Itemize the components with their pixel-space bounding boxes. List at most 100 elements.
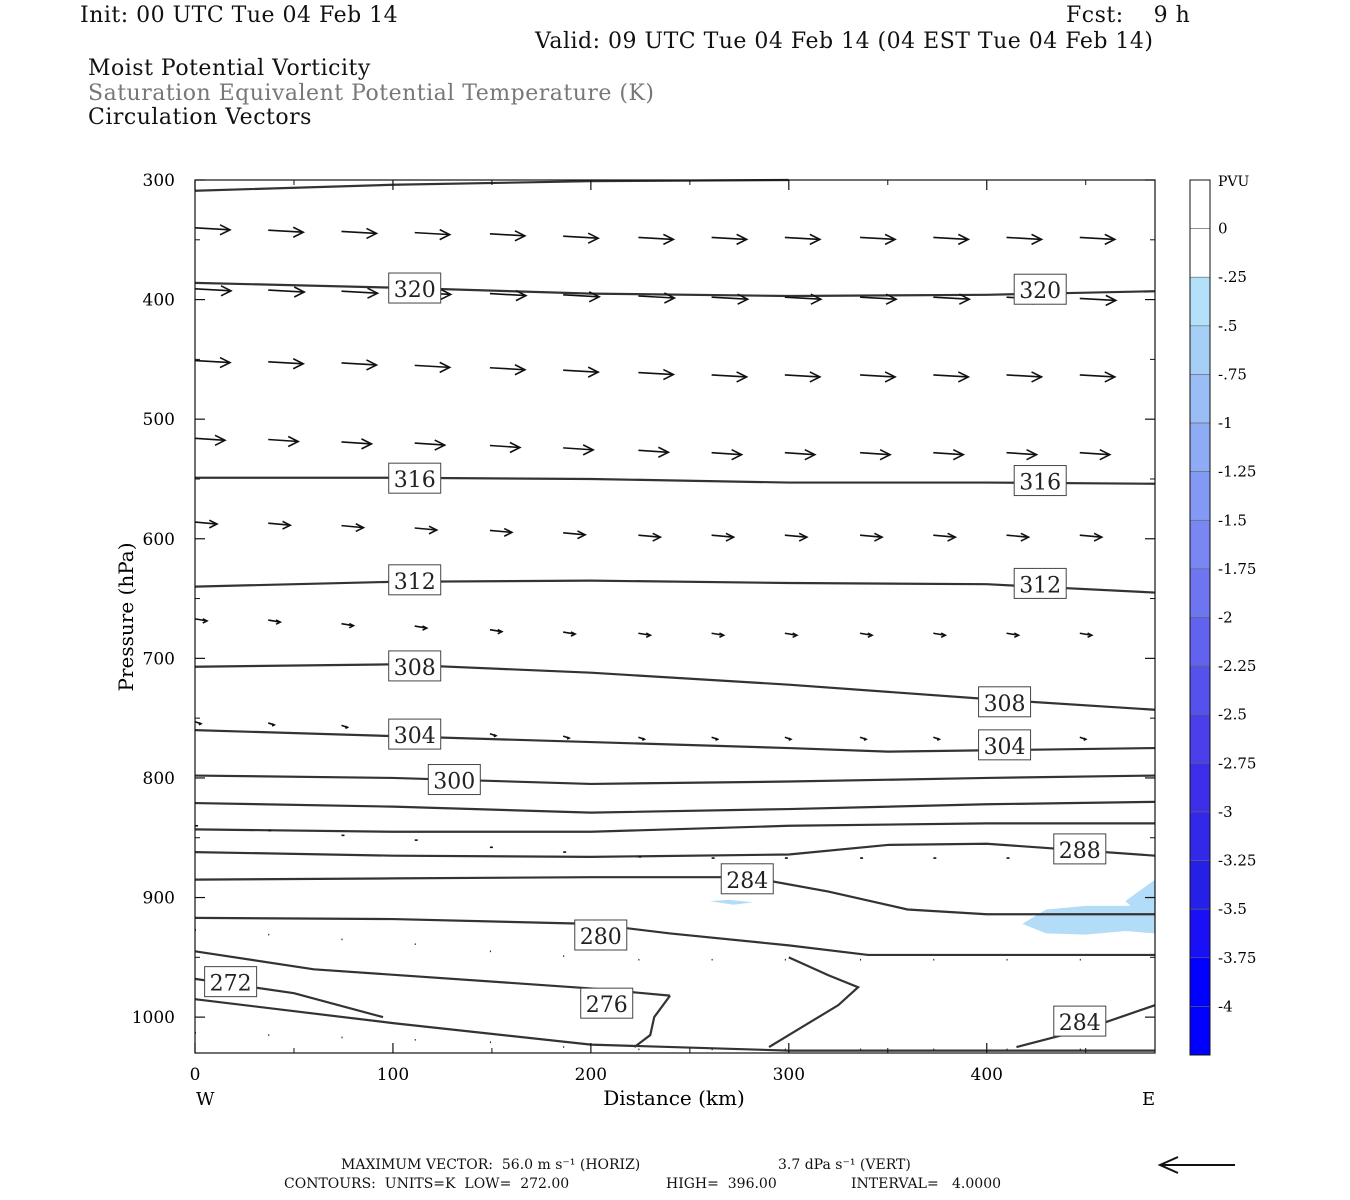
contour-label-box [580,987,634,1019]
circulation-vector [563,531,586,536]
vector-arrowhead [355,523,366,533]
circulation-vector [341,362,377,366]
colorbar-segment [1189,714,1211,764]
vector-arrowhead [361,438,374,450]
colorbar-label: -.5 [1218,317,1237,335]
vector-arrowhead [220,285,233,297]
colorbar-label: -1.25 [1218,463,1256,481]
colorbar-segment [1189,179,1211,229]
y-tick-label: 600 [143,530,175,550]
contour-label-box [1013,465,1067,497]
vector-arrowhead [809,233,822,246]
contour-label: 312 [394,570,436,595]
colorbar-label: -3.25 [1218,852,1256,870]
colorbar-segment [1189,665,1211,716]
contour-line [768,956,861,1048]
vector-arrowhead [514,364,527,376]
max-vector-vert: 3.7 dPa s⁻¹ (VERT) [778,1157,911,1173]
field-title-pv: Moist Potential Vorticity [88,56,371,81]
vector-arrowhead [345,725,350,730]
vector-arrowhead [1031,233,1044,246]
colorbar-label: -1.5 [1218,511,1247,529]
x-tick-label: 200 [575,1065,607,1085]
circulation-vector [414,442,445,446]
vector-arrowhead [588,291,601,303]
contour-low: CONTOURS: UNITS=K LOW= 272.00 [284,1176,570,1192]
field-title-theta: Saturation Equivalent Potential Temperat… [88,81,655,106]
contour-line [194,876,1155,916]
contour-label: 272 [210,972,252,997]
y-tick-label: 300 [143,171,175,191]
circulation-vector [1079,451,1110,456]
y-tick-label: 800 [143,769,175,789]
vector-arrowhead [275,619,283,625]
vector-arrowhead [715,737,720,742]
colorbar-segment [1189,908,1211,959]
vector-arrowhead [422,625,429,631]
circulation-vector [711,236,747,241]
circulation-vector [1079,236,1115,241]
vector-arrowhead [664,292,677,304]
vector-arrowhead [936,737,942,742]
colorbar-label: -1 [1218,414,1233,432]
contour-label-box [388,272,442,304]
vector-arrowhead [509,441,522,454]
vector-arrowhead [293,286,307,298]
reference-vector-arrow-icon [1157,1156,1235,1174]
contour-line [194,916,1155,957]
colorbar-label: -2.5 [1218,706,1247,724]
pvu-colorbar: 0 -.25 -.5 -.75 -1 -1.25 -1.5 -1.75 -2 -2.25 -2.5 -… [1189,179,1256,1056]
contour-layer [194,178,1156,1052]
vector-arrowhead [570,631,577,637]
circulation-vector [268,289,305,293]
vector-arrowhead [957,233,971,246]
circulation-vector [711,296,748,300]
vector-arrowhead [863,737,868,742]
contour-label-box [388,718,442,750]
circulation-vector [414,231,450,236]
vector-arrowhead [958,293,972,305]
vector-arrowhead [810,293,823,305]
circulation-vector [489,366,525,371]
pv-fill-layer [709,879,1155,935]
field-title-vectors: Circulation Vectors [88,105,312,130]
colorbar-segment [1189,1006,1211,1056]
contour-line [194,729,1156,753]
circulation-vector [268,229,304,234]
vector-arrowhead [348,622,356,629]
y-tick-label: 900 [143,889,175,909]
vector-arrowhead [792,632,799,639]
colorbar-label: -.75 [1218,365,1247,383]
vector-arrowhead [663,368,676,381]
colorbar-label: -2.25 [1218,657,1256,675]
circulation-vector [784,451,815,456]
circulation-vector [933,451,964,456]
vector-arrowhead [1104,371,1117,383]
x-tick-label: 0 [190,1065,201,1085]
vector-arrowhead [292,358,306,370]
vector-arrowhead [440,288,453,301]
vector-arrowhead [736,233,749,246]
contour-label: 308 [394,656,436,681]
contour-interval: INTERVAL= 4.0000 [851,1176,1002,1192]
colorbar-label: -3 [1218,803,1233,821]
y-tick-label: 400 [143,291,175,311]
vector-arrowhead [497,628,504,635]
axis-ticks: 300 400 500 600 700 800 900 1000 0 100 200 300 400 [132,171,1155,1085]
contour-label-layer: 320 320 316 316 312 312 308 308 304 304 300 288 284 2… [204,272,1107,1037]
circulation-vector [860,451,891,456]
circulation-vector [341,290,378,295]
vector-arrowhead [514,230,527,242]
circulation-vector [414,364,450,369]
contour-label: 316 [394,468,436,493]
contour-line [194,800,1156,814]
vector-arrowhead [719,632,726,639]
colorbar-segment [1189,325,1211,375]
vector-arrowhead [214,434,227,447]
circulation-vector [489,444,520,449]
y-tick-label: 700 [143,649,175,669]
circulation-vector [1079,534,1102,538]
contour-label-box [1053,833,1107,865]
colorbar-segment [1189,763,1211,813]
pv-region [709,899,754,905]
